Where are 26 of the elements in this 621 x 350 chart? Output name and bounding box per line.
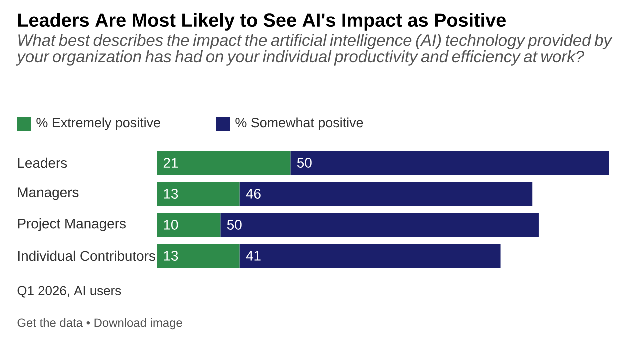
data-label: 41 (246, 251, 261, 261)
bar (157, 213, 221, 237)
chart-title: Leaders Are Most Likely to See AI's Impact as Positive (18, 13, 506, 31)
data-label: 13 (164, 251, 178, 261)
y-tick-label: Managers (18, 188, 79, 200)
bar (157, 182, 240, 206)
data-label: 13 (164, 189, 178, 199)
text: Q1 2026, AI users (18, 286, 122, 298)
y-tick-label: Individual Contributors (18, 250, 156, 262)
data-label: 50 (297, 158, 312, 168)
bar (220, 213, 539, 237)
bar (240, 182, 533, 206)
data-label: 21 (164, 158, 178, 168)
data-label: 50 (227, 220, 242, 230)
bar (157, 244, 240, 268)
data-label: 10 (164, 220, 178, 230)
chart-subtitle: What best describes the impact the artificial intelligence (AI) technology provided by your organization has had on your individual productivity and efficiency at work? (16, 34, 613, 66)
bar (240, 244, 501, 268)
text: Get the data • Download image (18, 318, 182, 330)
bar (157, 151, 291, 175)
legend-label: % Somewhat positive (236, 118, 364, 130)
bar (290, 151, 609, 175)
y-tick-label: Project Managers (18, 218, 126, 232)
y-tick-label: Leaders (18, 158, 68, 168)
data-label: 46 (246, 189, 261, 199)
legend-label: % Extremely positive (36, 118, 160, 130)
